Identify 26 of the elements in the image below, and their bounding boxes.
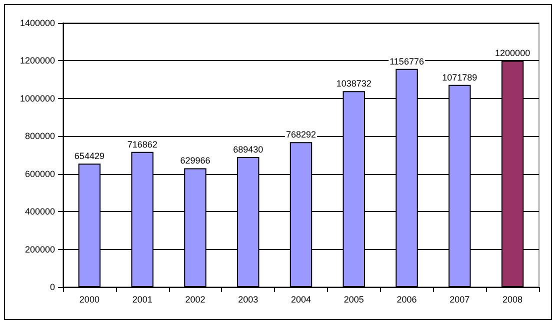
data-label: 629966 [180,156,210,166]
x-tick-label: 2003 [238,294,258,304]
data-label: 1156776 [390,56,424,66]
y-tick-label: 1000000 [20,93,55,104]
y-tick-label: 800000 [24,131,55,142]
y-tick-label: 1200000 [20,56,55,66]
x-tick-label: 2001 [132,294,152,304]
x-tick-label: 2005 [344,294,364,304]
data-label: 768292 [286,130,316,140]
y-tick-label: 0 [50,282,55,292]
y-tick-label: 400000 [24,206,55,217]
data-label: 654429 [74,151,104,162]
y-tick-label: 600000 [24,168,55,179]
x-tick-label: 2007 [450,294,470,304]
x-tick-label: 2002 [185,294,206,304]
data-label: 716862 [127,139,158,150]
y-tick-label: 200000 [24,244,55,254]
x-tick-label: 2008 [502,294,523,304]
data-label: 1200000 [495,48,530,58]
data-label: 1038732 [336,78,372,89]
x-tick-label: 2000 [79,294,100,304]
data-label: 1071789 [442,72,478,82]
x-tick-label: 2006 [396,294,417,304]
y-tick-label: 1400000 [20,18,55,28]
data-label: 689430 [233,144,264,154]
x-tick-label: 2004 [290,294,312,304]
